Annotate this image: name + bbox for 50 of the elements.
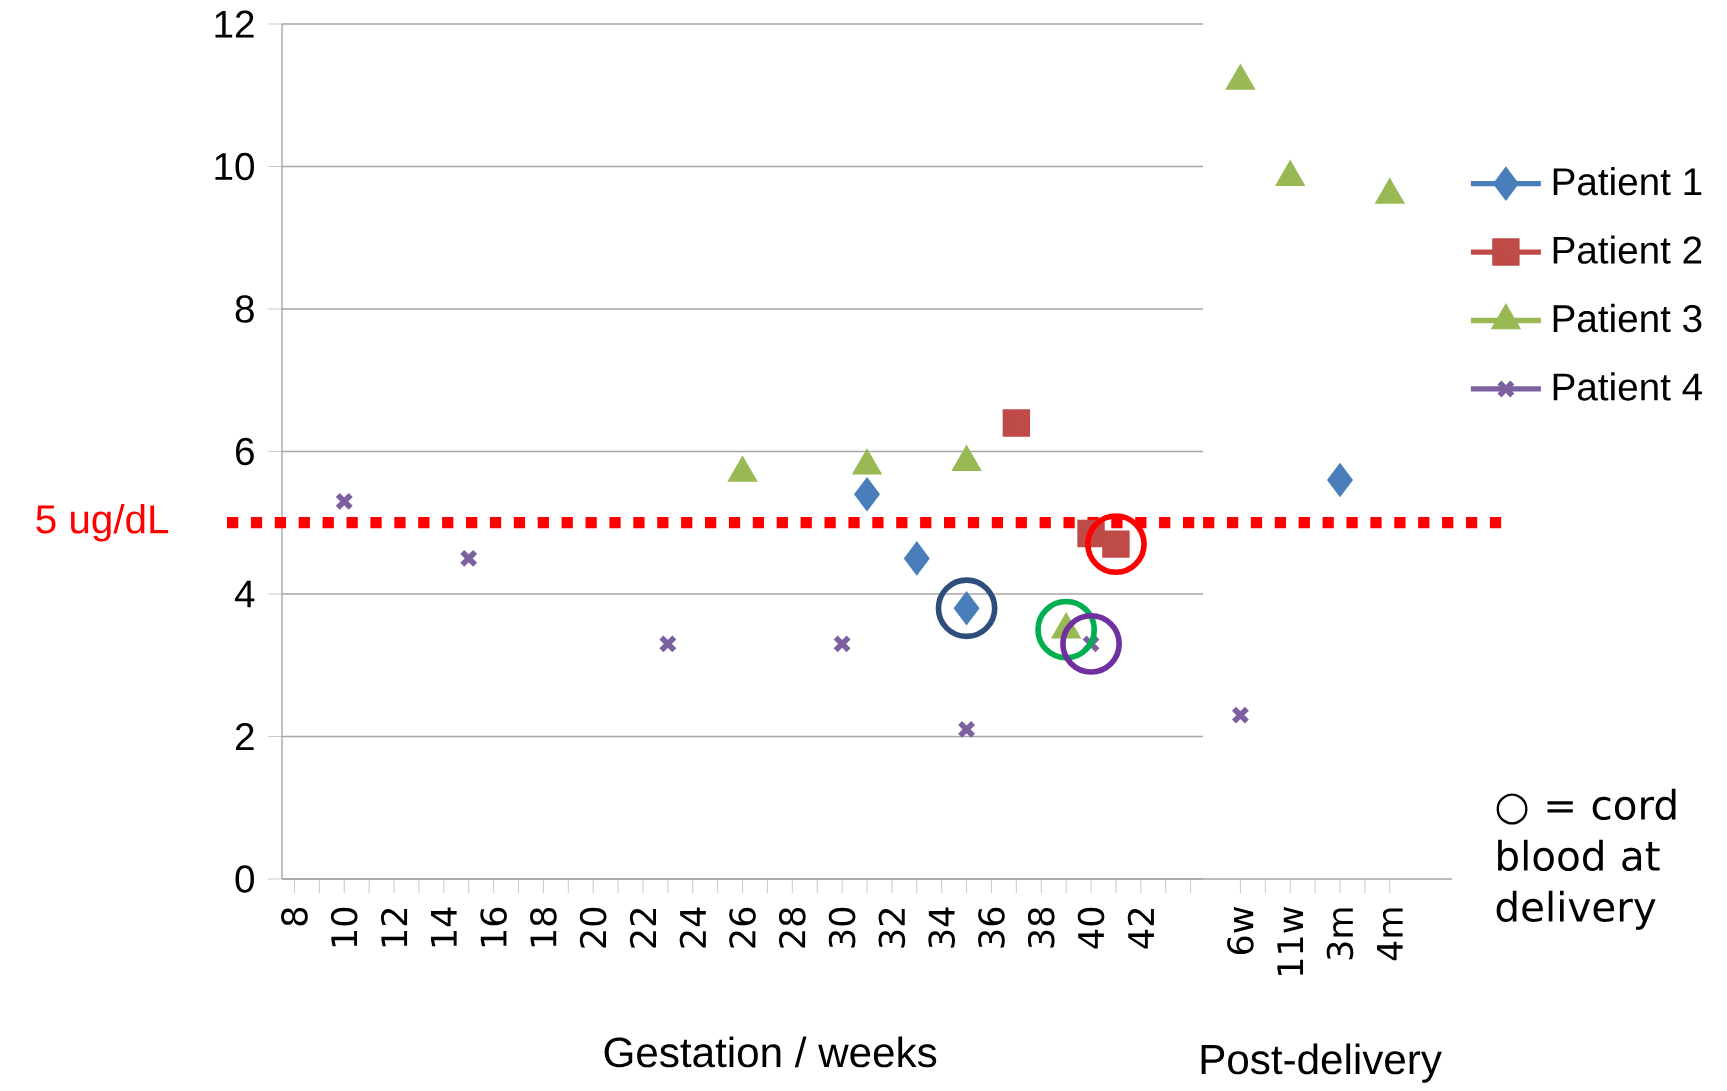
point: [832, 634, 852, 654]
x-tick-label: 14: [431, 907, 457, 947]
x-tick-label: 3m: [1326, 908, 1354, 960]
point: [935, 577, 998, 640]
y-tick-label: 0: [235, 865, 254, 893]
x-axis-title: Post-delivery: [1201, 1043, 1442, 1083]
x-tick-label: 20: [579, 907, 607, 948]
x-tick-label: 38: [1027, 907, 1055, 948]
x-tick-label: 32: [878, 909, 906, 948]
text: ○ = cord blood at delivery: [1496, 788, 1676, 930]
x-axis-title: Gestation / weeks: [604, 1036, 937, 1068]
x-tick-label: 36: [978, 907, 1005, 948]
x-tick-label: 34: [928, 907, 955, 948]
y-tick-label: 2: [235, 723, 254, 750]
x-tick-label: 4m: [1376, 908, 1403, 961]
point: [854, 478, 880, 510]
legend-label: Patient 3: [1553, 303, 1702, 333]
x-tick-label: 6w: [1227, 906, 1254, 955]
x-tick-label: 12: [380, 909, 408, 947]
x-tick-label: 30: [828, 907, 856, 948]
x-tick-label: 22: [629, 909, 657, 948]
point: [1085, 513, 1147, 576]
y-tick-label: 4: [234, 580, 255, 608]
legend-label: Patient 2: [1553, 235, 1702, 264]
point: [1231, 705, 1250, 725]
point: [1002, 409, 1031, 437]
y-tick-label: 8: [235, 295, 254, 323]
legend-label: Patient 1: [1553, 167, 1702, 196]
x-tick-label: 8: [281, 907, 308, 926]
y-tick-label: 10: [215, 152, 254, 181]
point: [957, 720, 976, 739]
x-tick-label: 11w: [1277, 906, 1304, 976]
y-tick-label: 6: [236, 437, 254, 466]
x-tick-label: 40: [1077, 907, 1105, 949]
ref-line-label: 5 ug/dL: [36, 503, 169, 542]
x-tick-label: 26: [729, 907, 756, 948]
x-tick-label: 18: [530, 907, 557, 947]
y-tick-label: 12: [215, 10, 254, 38]
point: [1060, 612, 1122, 675]
x-tick-label: 28: [778, 907, 806, 948]
point: [1035, 598, 1098, 661]
point: [658, 634, 678, 654]
point: [904, 542, 930, 574]
point: [459, 549, 478, 568]
x-tick-label: 10: [330, 907, 358, 947]
x-tick-label: 42: [1127, 909, 1154, 949]
x-tick-label: 24: [679, 907, 706, 948]
point: [334, 492, 354, 511]
legend-label: Patient 4: [1553, 372, 1702, 401]
x-tick-label: 16: [480, 907, 507, 947]
